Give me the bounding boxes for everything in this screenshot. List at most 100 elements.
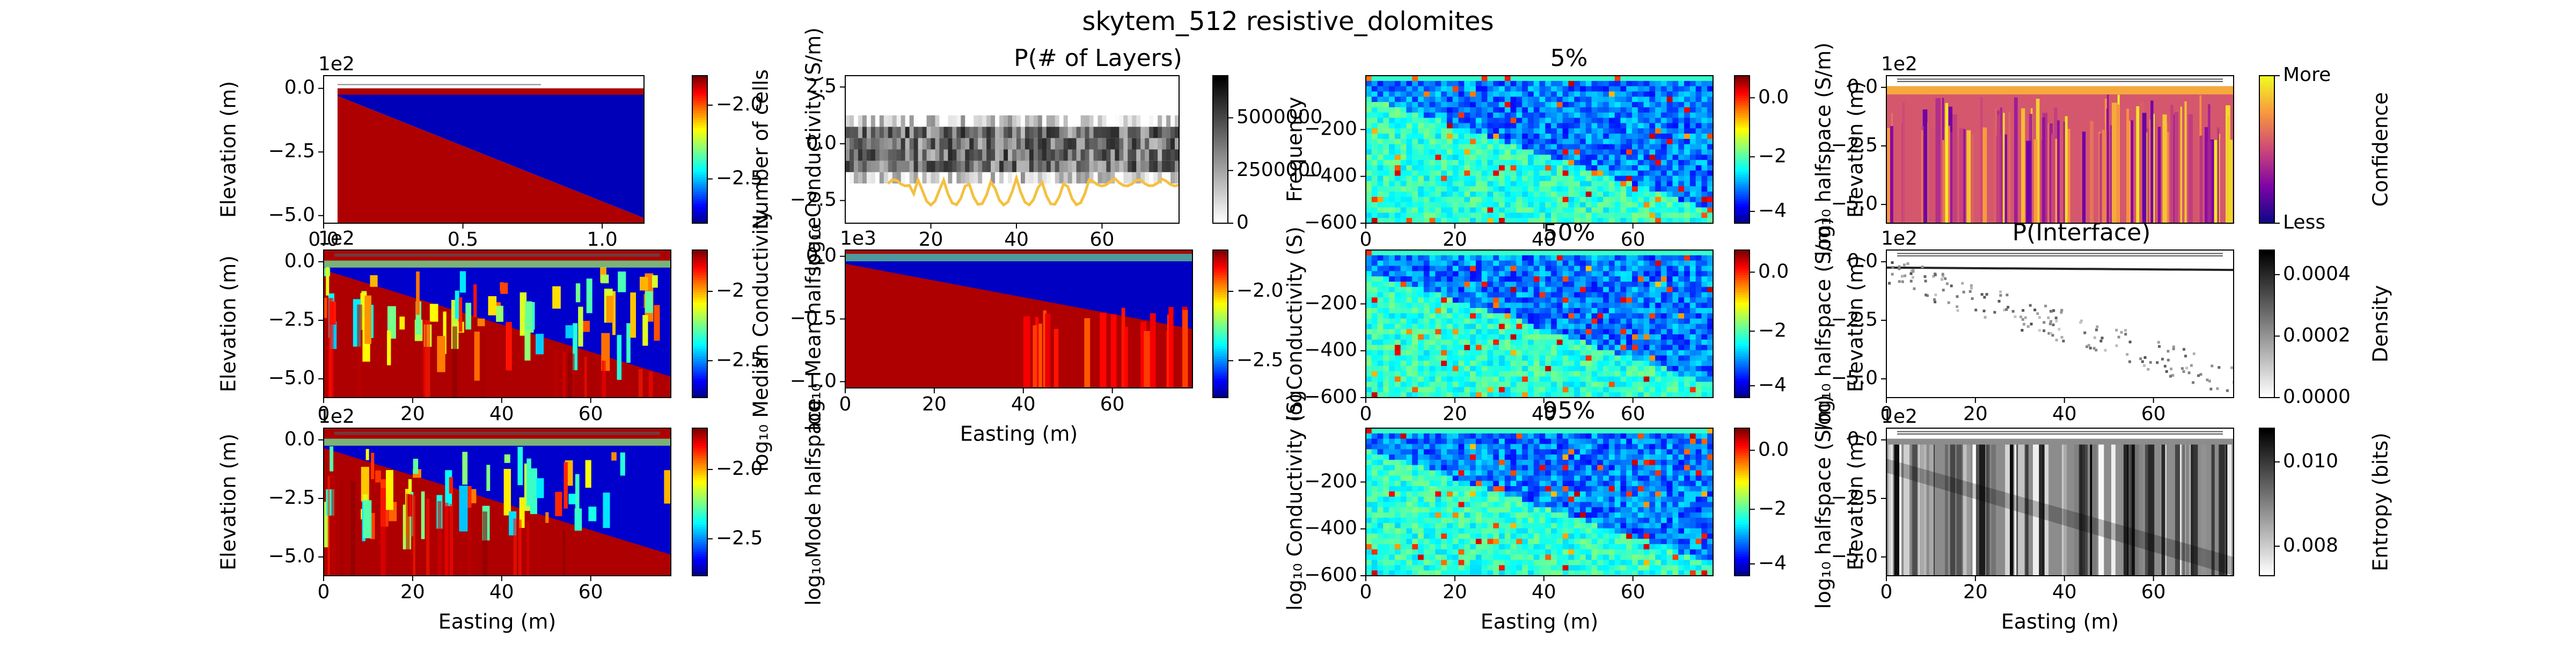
percentile-cell [1655,97,1662,102]
density-cell [880,138,884,149]
axes-title: P(# of Layers) [1014,45,1182,72]
percentile-cell [1701,86,1708,92]
percentile-cell [1511,313,1517,319]
percentile-cell [1574,171,1580,177]
percentile-cell [1603,197,1609,203]
percentile-cell [1482,155,1488,160]
density-cell [918,150,923,161]
percentile-cell [1476,212,1482,218]
percentile-cell [1580,308,1586,314]
percentile-cell [1673,181,1679,187]
percentile-cell [1482,176,1488,182]
y-axis-label: log₁₀ Median Conductivity [749,209,773,472]
percentile-cell [1372,118,1378,124]
percentile-cell [1418,518,1424,524]
percentile-cell [1412,86,1418,92]
percentile-cell [1395,197,1401,203]
density-cell [1077,150,1081,161]
percentile-cell [1644,171,1650,177]
density-cell [914,138,919,149]
percentile-cell [1441,292,1447,298]
percentile-cell [1366,533,1372,539]
percentile-cell [1603,255,1609,261]
density-cell [888,115,893,127]
percentile-cell [1430,454,1436,460]
percentile-cell [1551,113,1557,119]
percentile-cell [1482,181,1488,187]
percentile-cell [1620,340,1627,346]
density-cell [1149,172,1154,183]
percentile-cell [1684,202,1690,208]
percentile-cell [1499,276,1505,282]
percentile-cell [1378,444,1384,450]
percentile-cell [1378,144,1384,150]
percentile-cell [1603,355,1609,361]
percentile-cell [1609,128,1615,134]
percentile-cell [1395,276,1401,282]
percentile-cell [1528,371,1534,377]
percentile-cell [1592,192,1598,197]
percentile-cell [1534,212,1540,218]
percentile-cell [1597,144,1604,150]
density-cell [1123,150,1128,161]
percentile-cell [1540,287,1546,293]
percentile-cell [1632,181,1638,187]
percentile-cell [1586,382,1592,388]
density-cell [1077,161,1081,172]
y-tick-label: −400 [1304,165,1357,187]
percentile-cell [1372,502,1378,508]
percentile-cell [1389,212,1395,218]
anomaly-streak [517,447,523,485]
percentile-cell [1540,171,1546,177]
percentile-cell [1418,387,1424,393]
density-cell [1132,115,1137,127]
density-cell [892,138,897,149]
percentile-cell [1667,345,1673,351]
percentile-cell [1626,261,1633,267]
percentile-cell [1563,261,1569,267]
y-tick-label: −5.0 [268,204,315,226]
percentile-cell [1540,192,1546,197]
density-cell [871,138,876,149]
percentile-cell [1644,292,1650,298]
density-cell [892,150,897,161]
percentile-cell [1615,303,1621,309]
density-cell [1012,150,1017,161]
percentile-cell [1383,465,1389,471]
percentile-cell [1574,165,1580,171]
percentile-cell [1528,345,1534,351]
percentile-cell [1540,266,1546,271]
density-cell [948,161,953,172]
percentile-cell [1684,212,1690,218]
percentile-cell [1389,491,1395,497]
percentile-cell [1366,555,1372,561]
percentile-cell [1389,544,1395,550]
percentile-cell [1366,76,1372,82]
percentile-cell [1673,382,1679,388]
percentile-cell [1476,134,1482,140]
percentile-cell [1655,361,1662,366]
percentile-cell [1655,292,1662,298]
percentile-cell [1586,255,1592,261]
percentile-cell [1661,165,1667,171]
percentile-cell [1389,139,1395,145]
density-cell [931,161,935,172]
density-cell [918,138,923,149]
density-cell [914,150,919,161]
density-cell [1115,115,1119,127]
percentile-cell [1563,287,1569,293]
percentile-cell [1644,197,1650,203]
density-cell [892,127,897,138]
density-cell [871,115,876,127]
percentile-cell [1522,81,1528,87]
percentile-cell [1551,202,1557,208]
percentile-cell [1383,271,1389,277]
percentile-cell [1418,171,1424,177]
percentile-cell [1383,97,1389,102]
percentile-cell [1424,560,1430,566]
percentile-cell [1447,329,1453,335]
percentile-cell [1430,297,1436,303]
percentile-cell [1372,460,1378,466]
percentile-cell [1568,387,1575,393]
percentile-cell [1424,454,1430,460]
